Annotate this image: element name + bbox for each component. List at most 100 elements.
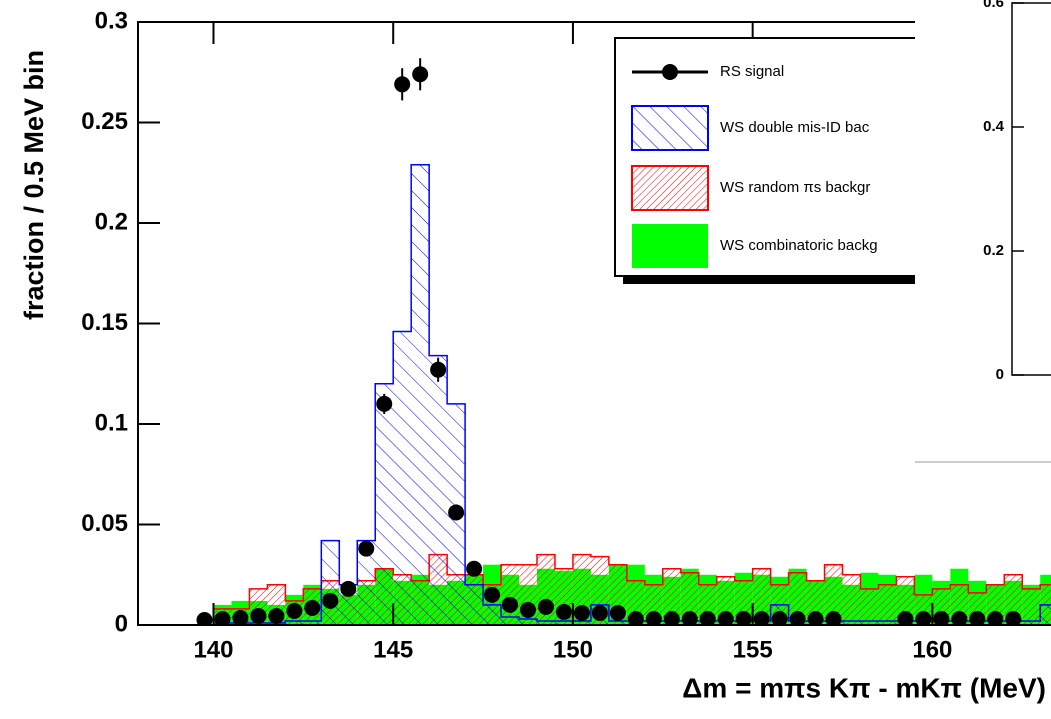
histogram-bin	[357, 540, 376, 625]
y-tick-label: 0.2	[95, 208, 128, 235]
data-point	[520, 601, 537, 618]
histogram-bin	[1022, 588, 1041, 625]
data-point	[663, 610, 680, 625]
x-axis-label: Δm = mπs Kπ - mKπ (MeV)	[682, 672, 1046, 703]
data-point	[573, 604, 590, 621]
y-tick-label: 0.3	[95, 7, 128, 34]
histogram-bin	[285, 620, 304, 625]
histogram-bin	[554, 620, 573, 625]
plot-area	[141, 58, 1051, 625]
data-point	[699, 610, 716, 625]
x-tick-label: 145	[373, 636, 413, 663]
y-tick-label: 0.05	[81, 510, 128, 537]
data-point	[969, 610, 986, 625]
data-point	[250, 607, 267, 624]
data-point	[771, 610, 788, 625]
legend-label: WS combinatoric backg	[720, 237, 878, 254]
legend-label: WS double mis-ID bac	[720, 119, 870, 136]
histogram-bin	[752, 568, 771, 625]
histogram-bin	[860, 588, 879, 625]
data-point	[304, 599, 321, 616]
histogram-bin	[393, 331, 412, 625]
data-point	[717, 610, 734, 625]
data-point	[448, 504, 465, 521]
histogram-bin	[501, 616, 520, 625]
data-point	[753, 610, 770, 625]
histogram-bin	[375, 383, 394, 625]
x-tick-label: 140	[193, 636, 233, 663]
data-point	[609, 604, 626, 621]
histogram-bin	[788, 572, 807, 625]
histogram-bin	[860, 620, 879, 625]
data-point	[214, 610, 231, 625]
data-point	[394, 76, 411, 93]
histogram-bin	[483, 604, 502, 625]
y-tick-label: 0	[996, 366, 1004, 383]
data-point	[807, 610, 824, 625]
x-tick-label: 155	[733, 636, 773, 663]
data-point	[681, 610, 698, 625]
data-point	[735, 610, 752, 625]
data-point	[502, 596, 519, 613]
y-tick-label: 0.4	[983, 118, 1005, 135]
axes: 0 0.05 0.1 0.15 0.2 0.25 0.3 140 145 150 155 160 Δm …	[19, 7, 1051, 703]
histogram-bin	[321, 540, 340, 625]
inset-frame	[1011, 2, 1051, 376]
legend-label: WS random πs backgr	[720, 179, 870, 196]
histogram-bin	[267, 622, 286, 625]
histogram-bin	[519, 618, 537, 625]
legend-swatch	[631, 105, 709, 151]
data-point	[196, 611, 213, 625]
x-tick-label: 150	[553, 636, 593, 663]
histogram-bin	[842, 620, 861, 625]
y-tick-label: 0	[115, 610, 128, 637]
data-point	[825, 610, 842, 625]
data-point	[484, 586, 501, 603]
histogram-bin	[536, 620, 555, 625]
data-point	[268, 607, 285, 624]
legend-swatch	[632, 224, 708, 268]
histogram-bin	[501, 564, 520, 625]
data-point	[412, 66, 429, 83]
histogram-bin	[1040, 604, 1051, 625]
data-point	[933, 610, 950, 625]
histogram-bin	[662, 568, 681, 625]
y-tick-label: 0.2	[983, 242, 1004, 259]
legend-marker	[662, 64, 678, 80]
data-point	[951, 610, 968, 625]
data-point	[987, 610, 1004, 625]
data-point	[555, 603, 572, 620]
data-point	[322, 592, 339, 609]
data-point	[627, 610, 644, 625]
histogram-bin	[878, 584, 897, 625]
histogram-bin	[411, 164, 430, 625]
y-axis-label: fraction / 0.5 MeV bin	[19, 50, 49, 320]
histogram-bin	[824, 564, 843, 625]
inset-chart: 0 0.2 0.4 0.6	[915, 0, 1051, 463]
data-point	[340, 580, 357, 597]
histogram-bin	[429, 355, 448, 625]
data-point	[591, 604, 608, 621]
data-point	[1005, 610, 1022, 625]
legend-label: RS signal	[720, 63, 784, 80]
y-tick-label: 0.1	[95, 409, 128, 436]
histogram-bin	[303, 620, 322, 625]
data-point	[897, 610, 914, 625]
data-point	[376, 395, 393, 412]
data-point	[358, 540, 375, 557]
y-tick-label: 0.15	[81, 309, 128, 336]
histogram-bin	[878, 620, 897, 625]
histogram-bin	[842, 574, 861, 625]
histogram-bin	[572, 620, 591, 625]
histogram-bin	[680, 572, 699, 625]
histogram-bin	[465, 584, 484, 625]
x-tick-label: 160	[912, 636, 952, 663]
data-point	[537, 598, 554, 615]
histogram-bin	[608, 620, 627, 625]
histogram-bin	[249, 622, 268, 625]
y-tick-label: 0.6	[983, 0, 1004, 11]
histogram-bin	[1022, 620, 1041, 625]
inset-background	[915, 0, 1051, 462]
data-point	[789, 610, 806, 625]
